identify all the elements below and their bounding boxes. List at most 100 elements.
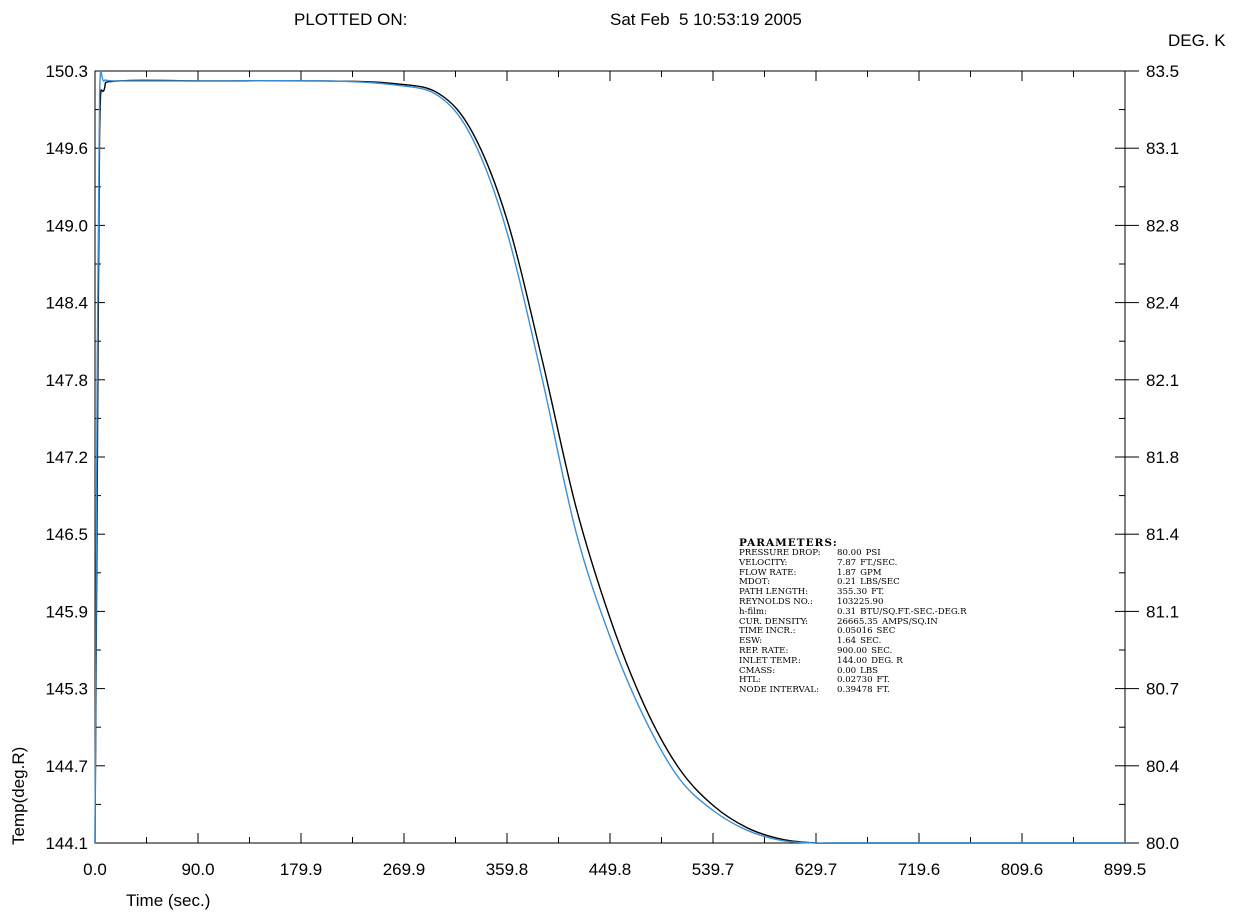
plotted-on-label: PLOTTED ON: [294,10,408,29]
y-tick-label: 147.8 [45,371,88,390]
y-tick-label: 144.7 [45,757,88,776]
parameter-value: 355.30 [837,587,868,598]
x-tick-label: 179.9 [280,860,323,879]
parameter-name: ESW: [739,636,763,647]
parameter-unit: AMPS/SQ.IN [882,616,938,627]
parameters-title: PARAMETERS: [739,537,838,549]
y-tick-label: 145.3 [45,680,88,699]
x-tick-label: 809.6 [1001,860,1044,879]
y2-tick-label: 80.7 [1146,680,1179,699]
y2-tick-label: 81.8 [1146,448,1179,467]
parameter-value: 900.00 [837,645,868,656]
parameter-value: 80.00 [837,548,862,558]
y-tick-label: 150.3 [45,62,88,81]
y-tick-label: 147.2 [45,448,88,467]
parameter-unit: FT. [876,675,890,686]
parameter-unit: FT./SEC. [860,557,898,568]
parameter-value: 0.31 [837,606,857,617]
x-tick-label: 449.8 [589,860,632,879]
parameter-name: REYNOLDS NO.: [739,596,813,607]
parameter-row: MDOT: 0.21 LBS/SEC [739,578,967,588]
parameter-name: NODE INTERVAL: [739,685,819,696]
plot-axes [94,70,1139,844]
y2-tick-label: 82.1 [1146,371,1179,390]
x-tick-label: 0.0 [83,860,107,879]
plot-labels: 0.0 90.0 179.9 269.9 359.8 449.8 539.7 629.7 719… [45,62,1179,879]
parameter-row: ESW: 1.64 SEC. [739,636,967,647]
parameter-name: VELOCITY: [739,557,788,568]
parameter-row: HTL: 0.02730 FT. [739,676,967,686]
x-tick-label: 539.7 [692,860,735,879]
x-tick-label: 719.6 [898,860,941,879]
parameter-row: REP. RATE: 900.00 SEC. [739,645,967,657]
parameter-name: REP. RATE: [739,645,789,656]
y-axis-title: Temp(deg.R) [9,747,28,845]
y2-tick-label: 82.8 [1146,216,1179,235]
parameter-value: 1.87 [837,567,857,578]
y2-tick-label: 80.4 [1146,757,1179,776]
parameter-row: PRESSURE DROP: 80.00 PSI [739,548,967,559]
x-axis-title: Time (sec.) [126,891,210,910]
parameter-row: VELOCITY: 7.87 FT./SEC. [739,557,967,569]
y-tick-label: 146.5 [45,525,88,544]
parameter-row: FLOW RATE: 1.87 GPM [739,567,967,579]
parameter-row: h-film: 0.31 BTU/SQ.FT.-SEC.-DEG.R [739,606,967,618]
y2-tick-label: 83.1 [1146,139,1179,158]
parameter-unit: DEG. R [871,655,903,666]
parameter-row: REYNOLDS NO.: 103225.90 [739,596,967,608]
y2-tick-label: 81.1 [1146,602,1179,621]
series-line-1 [94,79,1126,844]
y-tick-label: 145.9 [45,602,88,621]
parameter-row: TIME INCR.: 0.05016 SEC [739,627,967,637]
parameter-unit: LBS [860,665,879,676]
series-line-2 [94,70,1126,844]
x-tick-label: 90.0 [181,860,214,879]
y2-tick-label: 82.4 [1146,294,1179,313]
y-tick-label: 149.0 [45,216,88,235]
parameters-list: PRESSURE DROP: 80.00 PSI VELOCITY: 7.87 FT./S… [739,548,967,696]
parameter-row: CMASS: 0.00 LBS [739,665,967,677]
y-tick-label: 149.6 [45,139,88,158]
parameter-name: PATH LENGTH: [739,587,809,598]
y-tick-label: 144.1 [45,834,88,853]
plot-series [94,70,1126,844]
parameter-value: 103225.90 [837,596,884,607]
parameter-name: TIME INCR.: [739,626,796,637]
parameter-name: HTL: [739,675,761,686]
parameter-unit: SEC. [871,645,893,656]
plot-timestamp: Sat Feb 5 10:53:19 2005 [610,10,802,29]
parameter-unit: SEC. [860,636,882,647]
parameter-row: NODE INTERVAL: 0.39478 FT. [739,685,967,696]
parameter-value: 144.00 [837,655,868,666]
x-tick-label: 359.8 [486,860,529,879]
plot-frame [94,70,1126,844]
parameter-row: CUR. DENSITY: 26665.35 AMPS/SQ.IN [739,616,967,628]
parameter-value: 1.64 [837,636,857,647]
parameter-name: h-film: [739,606,767,617]
parameter-value: 0.39478 [837,685,873,696]
parameter-value: 0.21 [837,577,857,588]
parameter-row: INLET TEMP.: 144.00 DEG. R [739,655,967,667]
parameter-name: FLOW RATE: [739,567,797,578]
x-tick-label: 269.9 [383,860,426,879]
x-tick-label: 629.7 [795,860,838,879]
y2-axis-title: DEG. K [1168,31,1226,50]
parameters-box: PARAMETERS: PRESSURE DROP: 80.00 PSI VELOCI… [739,537,967,696]
parameter-value: 0.02730 [837,675,873,686]
parameter-value: 7.87 [837,557,857,568]
parameter-value: 0.05016 [837,626,873,637]
parameter-unit: BTU/SQ.FT.-SEC.-DEG.R [860,606,967,617]
parameter-value: 26665.35 [837,616,879,627]
y2-tick-label: 83.5 [1146,62,1179,81]
y-tick-label: 148.4 [45,294,88,313]
parameter-name: CUR. DENSITY: [739,616,808,627]
x-tick-label: 899.5 [1104,860,1147,879]
parameter-unit: SEC [876,626,896,637]
parameter-name: INLET TEMP.: [739,655,801,666]
parameter-unit: PSI [865,548,881,558]
parameter-unit: LBS/SEC [860,577,900,588]
parameter-name: CMASS: [739,665,776,676]
parameter-unit: FT. [876,685,890,696]
parameter-row: PATH LENGTH: 355.30 FT. [739,587,967,598]
